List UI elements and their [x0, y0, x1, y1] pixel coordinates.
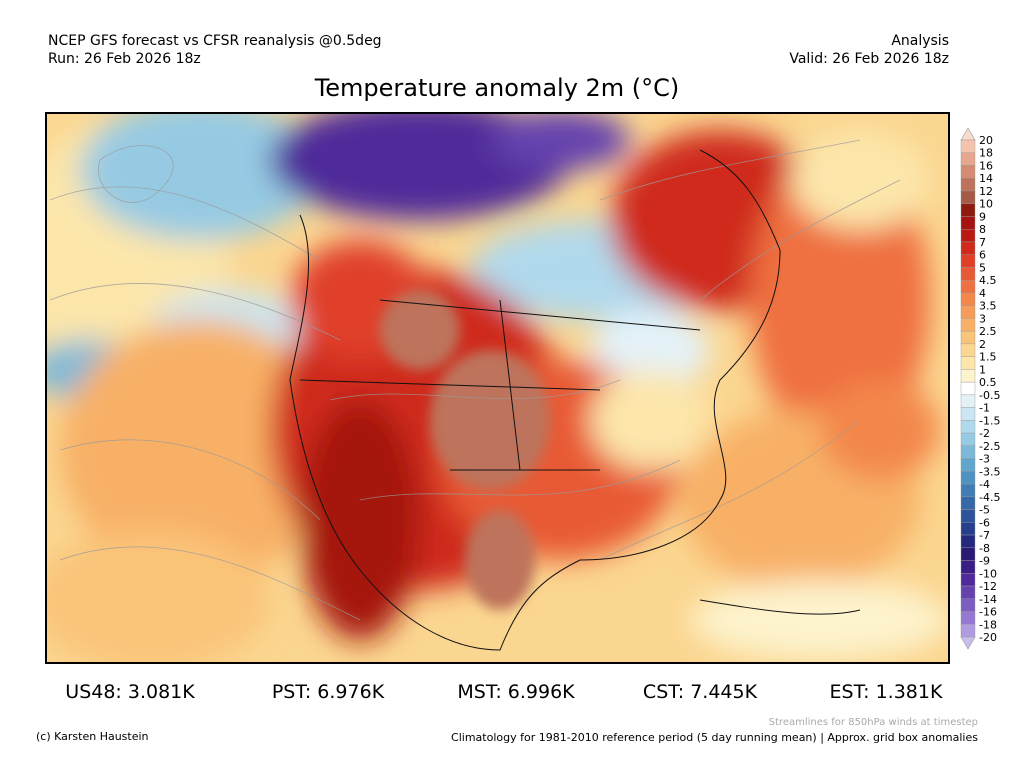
- colorbar-label: -20: [979, 631, 997, 644]
- region-stat: US48: 3.081K: [65, 681, 195, 703]
- colorbar-swatch: [960, 292, 976, 306]
- map-frame: [45, 112, 950, 664]
- colorbar-swatch: [960, 445, 976, 459]
- colorbar-swatch: [960, 254, 976, 268]
- colorbar-label: -4.5: [979, 491, 1000, 504]
- stats: US48: 3.081K PST: 6.976K MST: 6.996K CST: 7…: [65, 681, 943, 703]
- region-stat: CST: 7.445K: [643, 681, 758, 703]
- colorbar-swatch: [960, 165, 976, 179]
- colorbar-label: 1.5: [979, 351, 997, 364]
- colorbar-swatch: [960, 139, 976, 153]
- climatology-note: Climatology for 1981-2010 reference peri…: [451, 731, 978, 744]
- colorbar-swatch: [960, 216, 976, 230]
- colorbar-swatch: [960, 534, 976, 548]
- colorbar-label: -1: [979, 402, 990, 415]
- colorbar-label: -18: [979, 618, 997, 631]
- colorbar-swatch: [960, 407, 976, 421]
- colorbar-swatch: [960, 547, 976, 561]
- colorbar-swatch: [960, 611, 976, 625]
- region-stat: MST: 6.996K: [457, 681, 575, 703]
- colorbar-label: -10: [979, 567, 997, 580]
- valid-text: Valid: 26 Feb 2026 18z: [789, 51, 949, 67]
- colorbar-label: 3: [979, 312, 986, 325]
- map: [46, 113, 949, 663]
- colorbar-swatch: [960, 585, 976, 599]
- map-title: Temperature anomaly 2m (°C): [314, 74, 680, 102]
- colorbar-swatch: [960, 267, 976, 281]
- colorbar-swatch: [960, 241, 976, 255]
- colorbar-swatch: [960, 432, 976, 447]
- streamline-note: Streamlines for 850hPa winds at timestep: [769, 717, 978, 728]
- colorbar-swatch: [960, 330, 976, 345]
- colorbar-swatch: [960, 394, 976, 408]
- colorbar-swatch: [960, 190, 976, 204]
- colorbar-label: 1: [979, 363, 986, 376]
- colorbar-swatch: [960, 509, 976, 523]
- colorbar-cap: [960, 636, 976, 650]
- colorbar-swatch: [960, 305, 976, 319]
- colorbar: 201816141210987654.543.532.521.510.5-0.5…: [960, 127, 1000, 650]
- colorbar-label: -4: [979, 478, 990, 491]
- colorbar-swatch: [960, 522, 976, 536]
- colorbar-label: 0.5: [979, 376, 997, 389]
- colorbar-swatch: [960, 229, 976, 243]
- colorbar-label: 18: [979, 147, 993, 160]
- colorbar-label: -2: [979, 427, 990, 440]
- colorbar-label: -12: [979, 580, 997, 593]
- colorbar-label: -3.5: [979, 465, 1000, 478]
- colorbar-swatch: [960, 624, 976, 638]
- colorbar-label: -14: [979, 593, 997, 606]
- colorbar-swatch: [960, 152, 976, 166]
- credit: (c) Karsten Haustein: [36, 730, 149, 743]
- colorbar-swatch: [960, 369, 976, 383]
- colorbar-label: 4: [979, 287, 986, 300]
- colorbar-label: 2.5: [979, 325, 997, 338]
- colorbar-label: -6: [979, 516, 990, 529]
- colorbar-label: 16: [979, 159, 993, 172]
- colorbar-swatch: [960, 458, 976, 472]
- colorbar-label: -8: [979, 542, 990, 555]
- run-text: Run: 26 Feb 2026 18z: [48, 51, 201, 67]
- colorbar-swatch: [960, 483, 976, 498]
- colorbar-label: 3.5: [979, 300, 997, 313]
- colorbar-label: -7: [979, 529, 990, 542]
- colorbar-swatch: [960, 203, 976, 217]
- colorbar-cap: [960, 127, 976, 141]
- colorbar-swatch: [960, 318, 976, 332]
- colorbar-label: -0.5: [979, 389, 1000, 402]
- colorbar-label: 7: [979, 236, 986, 249]
- colorbar-swatch: [960, 356, 976, 370]
- colorbar-label: -2.5: [979, 440, 1000, 453]
- colorbar-label: 4.5: [979, 274, 997, 287]
- colorbar-swatch: [960, 343, 976, 357]
- colorbar-label: 10: [979, 198, 993, 211]
- colorbar-swatch: [960, 560, 976, 574]
- colorbar-swatch: [960, 598, 976, 612]
- colorbar-label: 12: [979, 185, 993, 198]
- colorbar-label: -16: [979, 606, 997, 619]
- colorbar-label: -5: [979, 504, 990, 517]
- colorbar-label: 14: [979, 172, 993, 185]
- colorbar-swatch: [960, 471, 976, 485]
- kind-text: Analysis: [891, 33, 949, 49]
- colorbar-swatch: [960, 420, 976, 434]
- colorbar-swatch: [960, 178, 976, 192]
- colorbar-swatch: [960, 279, 976, 294]
- colorbar-label: 20: [979, 134, 993, 147]
- source-text: NCEP GFS forecast vs CFSR reanalysis @0.…: [48, 33, 382, 49]
- colorbar-label: -3: [979, 453, 990, 466]
- colorbar-label: 8: [979, 223, 986, 236]
- colorbar-swatch: [960, 573, 976, 587]
- region-stat: EST: 1.381K: [830, 681, 943, 703]
- colorbar-label: 2: [979, 338, 986, 351]
- colorbar-swatch: [960, 381, 976, 396]
- region-stat: PST: 6.976K: [272, 681, 385, 703]
- colorbar-label: 6: [979, 249, 986, 262]
- colorbar-label: -1.5: [979, 414, 1000, 427]
- colorbar-label: -9: [979, 555, 990, 568]
- colorbar-label: 9: [979, 210, 986, 223]
- colorbar-label: 5: [979, 261, 986, 274]
- colorbar-swatch: [960, 496, 976, 510]
